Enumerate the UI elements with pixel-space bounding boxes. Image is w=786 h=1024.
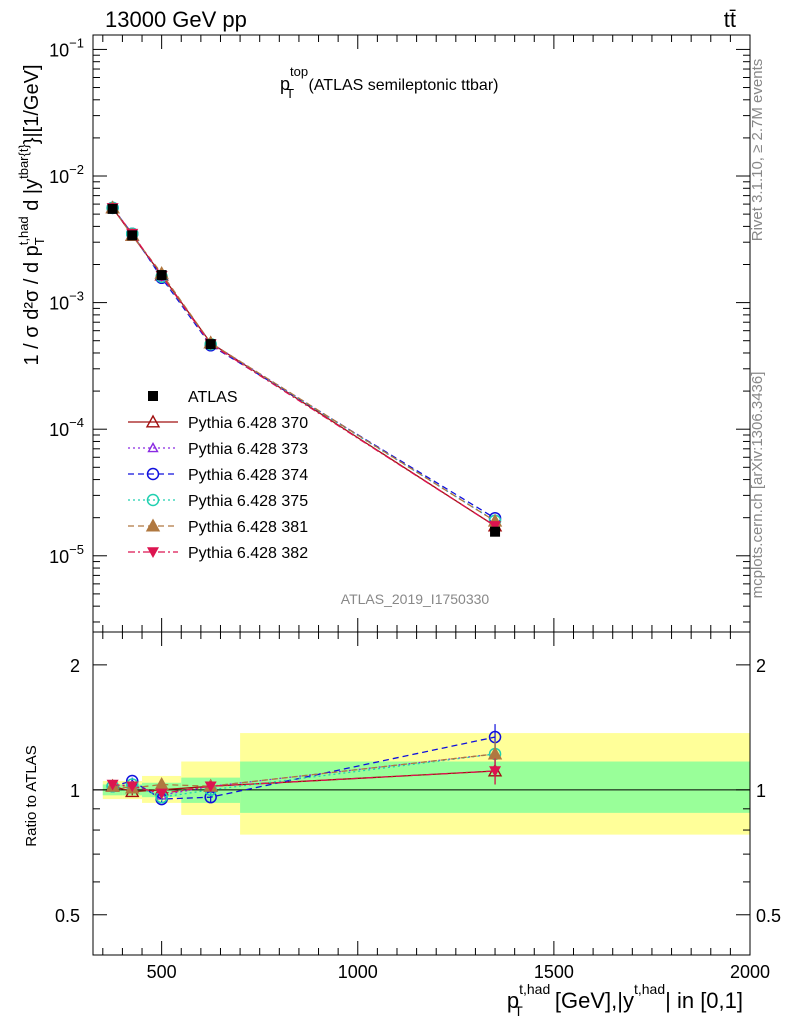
x-tick-label: 500 [147, 962, 177, 982]
legend-entry: Pythia 6.428 370 [128, 414, 308, 432]
main-point-data [156, 270, 167, 281]
ratio-y-tick-label-right: 1 [756, 781, 766, 801]
header-right-label: tt̄ [724, 7, 736, 32]
x-tick-label: 1000 [338, 962, 378, 982]
ratio-y-tick-label-right: 0.5 [756, 906, 781, 926]
legend-label: ATLAS [188, 389, 238, 406]
ratio-y-tick-label: 1 [70, 781, 80, 801]
legend-entry: Pythia 6.428 381 [128, 518, 308, 536]
ratio-x-axis-label: pt,had T [GeV],|yt,had| in [0,1] [507, 981, 743, 1019]
legend: ATLAS Pythia 6.428 370 Pythia 6.428 373 Pyt… [128, 389, 308, 562]
rivet-version-label: Rivet 3.1.10, ≥ 2.7M events [749, 59, 766, 242]
ratio-panel-frame [92, 631, 751, 956]
legend-entry: Pythia 6.428 375 [128, 493, 308, 510]
main-point-data [205, 339, 216, 350]
main-point-data [107, 203, 118, 214]
ratio-point-s382 [106, 779, 119, 791]
ratio-point-s382 [126, 781, 139, 793]
ratio-point-s382 [204, 781, 217, 793]
x-tick-label: 2000 [730, 962, 770, 982]
legend-marker-s370 [145, 414, 161, 428]
main-plot-area [93, 35, 750, 632]
ratio-axes-box [92, 631, 751, 956]
header-left-label: 13000 GeV pp [105, 7, 247, 32]
y-tick-label: 10−4 [49, 415, 84, 440]
ratio-y-axis-label: Ratio to ATLAS [23, 745, 40, 846]
legend-label: Pythia 6.428 381 [188, 519, 308, 536]
legend-marker-s373 [147, 442, 159, 453]
ratio-line-s381 [112, 753, 496, 789]
ratio-y-tick-label: 2 [70, 656, 80, 676]
legend-entry: ATLAS [148, 389, 238, 406]
main-point-data [127, 230, 138, 241]
legend-marker-s381 [145, 518, 161, 532]
ratio-y-tick-label: 0.5 [55, 906, 80, 926]
mcplots-label: mcplots.cern.ch [arXiv:1306.3436] [749, 372, 766, 599]
axis-ticks: 500 1000 1500 2000 10−5 10−4 10−3 10−2 10−1 0.5 0.… [49, 35, 781, 982]
legend-label: Pythia 6.428 373 [188, 441, 308, 458]
legend-label: Pythia 6.428 374 [188, 467, 308, 484]
legend-label: Pythia 6.428 375 [188, 493, 308, 510]
ratio-uncertainty-bands [102, 733, 751, 835]
legend-entry: Pythia 6.428 374 [128, 467, 308, 484]
legend-label: Pythia 6.428 382 [188, 545, 308, 562]
ratio-point-s382 [155, 788, 168, 800]
legend-label: Pythia 6.428 370 [188, 415, 308, 432]
main-panel-background [93, 35, 750, 632]
legend-marker-data [148, 391, 158, 401]
ratio-y-tick-label-right: 2 [756, 656, 766, 676]
y-tick-label: 10−1 [49, 35, 84, 60]
series-line-s382 [112, 207, 496, 527]
main-point-s382 [489, 521, 502, 532]
legend-marker-s374 [146, 467, 160, 481]
legend-marker-s382 [147, 547, 159, 558]
main-point-data [490, 526, 501, 537]
main-y-axis-label: 1 / σ d²σ / d pTt,had d |ytbar{t}}|[1/Ge… [16, 65, 47, 366]
analysis-id-label: ATLAS_2019_I1750330 [341, 591, 490, 607]
y-tick-label: 10−2 [49, 162, 84, 187]
ratio-panel-series [105, 724, 503, 806]
y-tick-label: 10−3 [49, 289, 84, 314]
y-tick-label: 10−5 [49, 542, 84, 567]
legend-entry: Pythia 6.428 373 [128, 441, 308, 458]
ratio-point-s382 [489, 766, 502, 778]
x-tick-label: 1500 [534, 962, 574, 982]
main-chart-title: ptop T (ATLAS semileptonic ttbar) [280, 64, 498, 101]
legend-entry: Pythia 6.428 382 [128, 545, 308, 562]
legend-marker-s375 [146, 493, 160, 507]
main-panel-series [105, 200, 503, 537]
